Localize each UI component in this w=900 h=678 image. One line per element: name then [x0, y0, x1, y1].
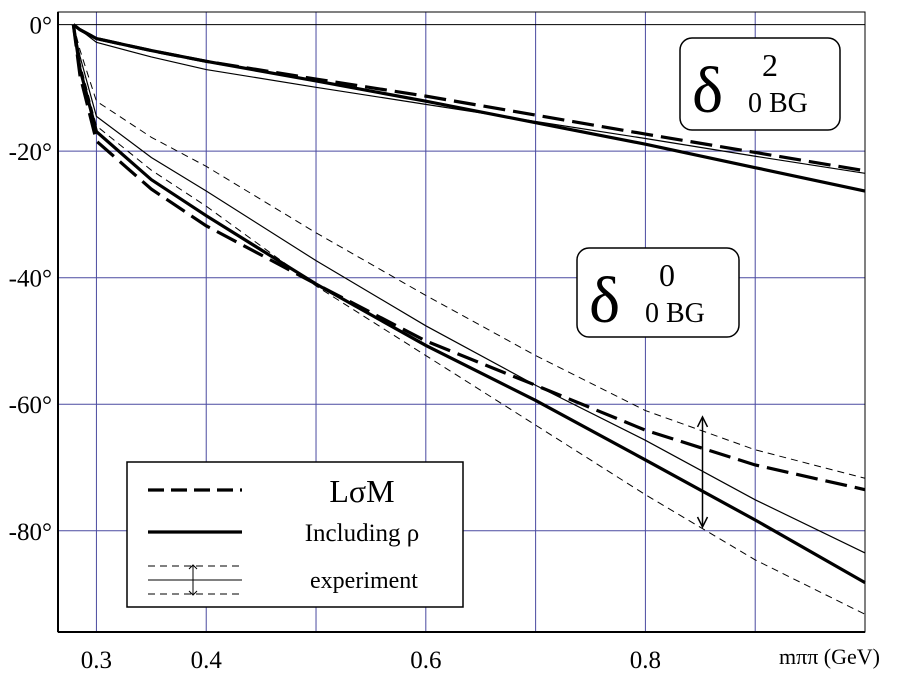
- legend-label: LσM: [329, 473, 394, 509]
- annotation-sup: 0: [659, 257, 675, 293]
- annotation-box: [576, 247, 740, 338]
- legend-box: [126, 461, 464, 608]
- data-line: [72, 23, 866, 193]
- legend-swatch: [188, 564, 198, 596]
- data-line: [73, 24, 866, 174]
- legend-label: experiment: [310, 568, 418, 594]
- data-line: [72, 24, 866, 615]
- x-tick-label: 0.8: [630, 647, 661, 674]
- annotation-box: [679, 37, 841, 131]
- data-line: [71, 24, 866, 492]
- annotation-sub: 0 BG: [645, 298, 705, 329]
- y-tick-label: -40°: [9, 266, 52, 293]
- error-bar-head: [696, 415, 709, 529]
- x-axis-label: mππ (GeV): [779, 644, 880, 669]
- annotation-symbol: δ: [692, 54, 723, 127]
- y-tick-label: -60°: [9, 392, 52, 419]
- annotation-sup: 2: [762, 47, 778, 83]
- y-tick-label: -20°: [9, 139, 52, 166]
- annotation-sub: 0 BG: [748, 88, 808, 119]
- x-tick-label: 0.3: [81, 647, 112, 674]
- annotation-symbol: δ: [589, 264, 620, 337]
- y-tick-label: 0°: [30, 13, 53, 40]
- data-line: [71, 24, 866, 585]
- y-tick-label: -80°: [9, 519, 52, 546]
- data-line: [72, 24, 866, 479]
- x-tick-label: 0.6: [410, 647, 441, 674]
- legend-label: Including ρ: [305, 520, 420, 547]
- x-tick-label: 0.4: [191, 647, 223, 674]
- data-line: [72, 24, 866, 554]
